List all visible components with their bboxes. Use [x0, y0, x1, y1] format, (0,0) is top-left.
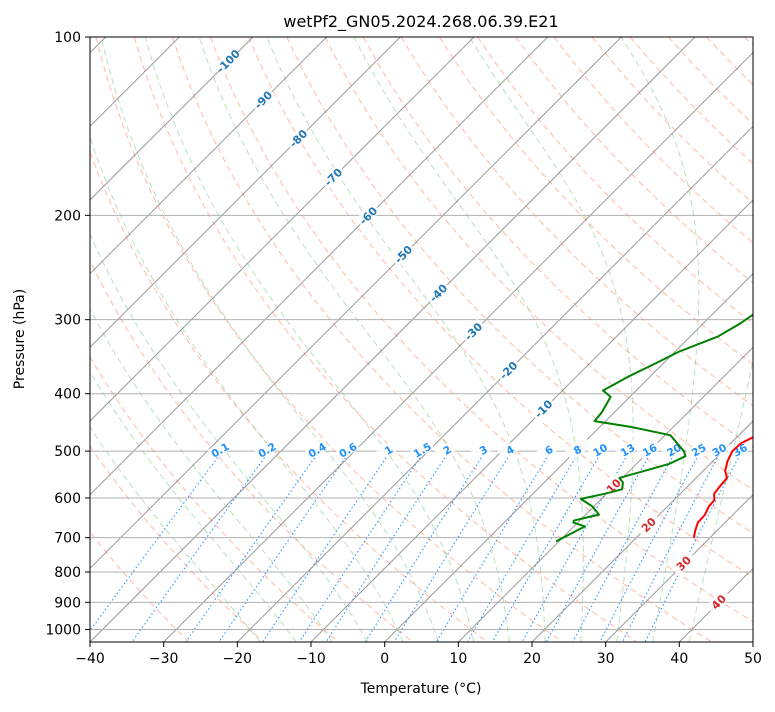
- y-tick-label: 800: [54, 565, 81, 581]
- y-axis-label: Pressure (hPa): [12, 289, 28, 389]
- y-tick-label: 200: [54, 208, 81, 224]
- x-tick-label: −20: [223, 651, 253, 667]
- y-tick-label: 900: [54, 595, 81, 611]
- x-tick-label: 10: [449, 651, 467, 667]
- x-tick-label: 0: [380, 651, 389, 667]
- x-tick-label: −30: [149, 651, 179, 667]
- x-axis-label: Temperature (°C): [360, 681, 482, 697]
- x-tick-label: −10: [296, 651, 326, 667]
- chart-title: wetPf2_GN05.2024.268.06.39.E21: [283, 12, 558, 32]
- y-tick-label: 300: [54, 313, 81, 329]
- x-tick-label: 50: [744, 651, 762, 667]
- x-tick-label: 40: [670, 651, 688, 667]
- x-tick-label: 20: [523, 651, 541, 667]
- y-tick-label: 1000: [45, 622, 81, 638]
- y-tick-label: 400: [54, 387, 81, 403]
- y-tick-label: 600: [54, 491, 81, 507]
- y-tick-label: 100: [54, 30, 81, 46]
- y-tick-label: 500: [54, 444, 81, 460]
- y-tick-label: 700: [54, 531, 81, 547]
- x-tick-label: 30: [597, 651, 615, 667]
- x-tick-label: −40: [75, 651, 105, 667]
